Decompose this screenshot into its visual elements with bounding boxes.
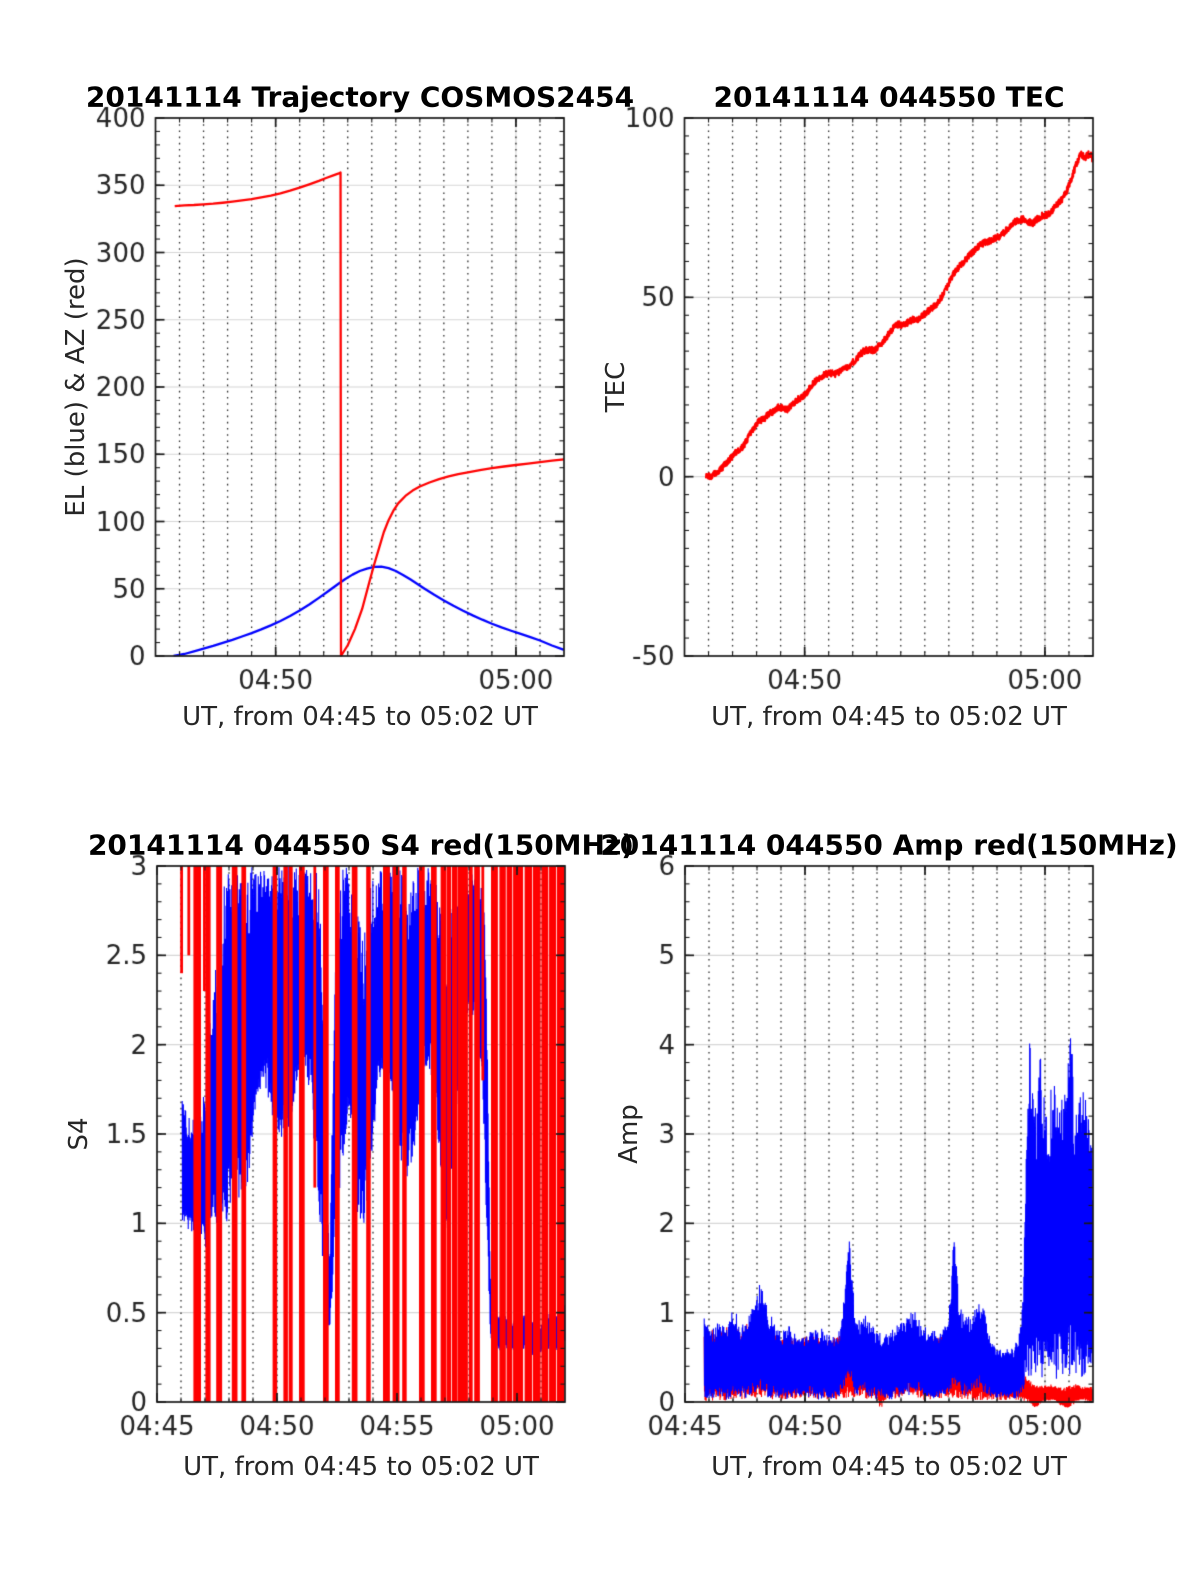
s4-x-axis-label: UT, from 04:45 to 05:02 UT: [183, 1452, 539, 1482]
tec-chart-title: 20141114 044550 TEC: [713, 80, 1065, 114]
tec-x-axis-label: UT, from 04:45 to 05:02 UT: [711, 702, 1067, 732]
s4-y-axis-label: S4: [64, 1117, 94, 1151]
amp-y-axis-label: Amp: [614, 1104, 644, 1164]
amp-x-axis-label: UT, from 04:45 to 05:02 UT: [711, 1452, 1067, 1482]
trajectory-x-axis-label: UT, from 04:45 to 05:02 UT: [182, 702, 538, 732]
trajectory-y-axis-label: EL (blue) & AZ (red): [61, 257, 91, 517]
amp-chart-title: 20141114 044550 Amp red(150MHz): [600, 828, 1178, 862]
trajectory-chart-title: 20141114 Trajectory COSMOS2454: [85, 80, 635, 114]
s4-chart-title: 20141114 044550 S4 red(150MHz): [87, 828, 635, 862]
tec-y-axis-label: TEC: [601, 361, 631, 413]
